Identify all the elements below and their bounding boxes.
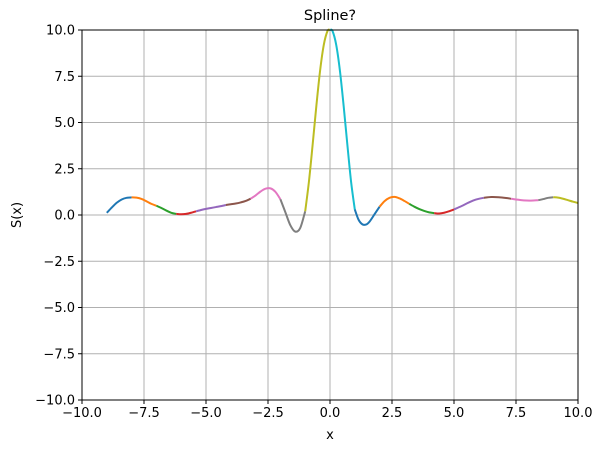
x-tick-label: 10.0 <box>564 406 593 421</box>
y-tick-label: −5.0 <box>43 301 75 316</box>
x-tick-label: 2.5 <box>382 406 403 421</box>
x-tick-label: 0.0 <box>320 406 341 421</box>
y-tick-label: 10.0 <box>46 24 75 39</box>
spline-segment <box>304 28 331 212</box>
x-tick-label: −2.5 <box>252 406 284 421</box>
spline-segment <box>434 208 455 215</box>
y-axis-label: S(x) <box>10 202 25 228</box>
grid <box>81 29 579 401</box>
x-tick-label: 7.5 <box>506 406 527 421</box>
spline-segment <box>329 28 356 210</box>
chart-title: Spline? <box>304 8 356 24</box>
x-tick-label: 5.0 <box>444 406 465 421</box>
spline-segment <box>408 203 435 215</box>
spline-segment <box>378 195 410 208</box>
spline-segment <box>553 196 579 204</box>
x-tick-label: −5.0 <box>190 406 222 421</box>
y-tick-label: 7.5 <box>54 70 75 85</box>
plot-area <box>106 28 579 233</box>
x-tick-label: −7.5 <box>128 406 160 421</box>
spline-segment <box>538 196 554 202</box>
ticks: −10.0 −7.5 −5.0 −2.5 0.0 2.5 5.0 7.5 10.0 −10.0 −7… <box>35 24 592 422</box>
spline-segment <box>353 206 381 226</box>
spline-segment <box>453 196 484 211</box>
spline-segment <box>483 196 512 200</box>
spline-segment <box>155 204 177 215</box>
y-tick-label: 0.0 <box>54 209 75 224</box>
y-tick-label: 5.0 <box>54 116 75 131</box>
x-axis-label: x <box>326 428 334 443</box>
spline-segment <box>106 196 132 214</box>
y-tick-label: −7.5 <box>43 347 75 362</box>
y-tick-label: −10.0 <box>35 394 75 409</box>
spline-segment <box>279 198 307 233</box>
spline-segment <box>250 187 282 200</box>
y-tick-label: 2.5 <box>54 162 75 177</box>
spline-segment <box>225 197 252 206</box>
spline-segment <box>176 210 197 216</box>
y-tick-label: −2.5 <box>43 255 75 270</box>
x-tick-label: −10.0 <box>62 406 102 421</box>
spline-segment <box>195 204 227 213</box>
spline-segment <box>510 197 539 202</box>
spline-segment <box>131 196 157 207</box>
